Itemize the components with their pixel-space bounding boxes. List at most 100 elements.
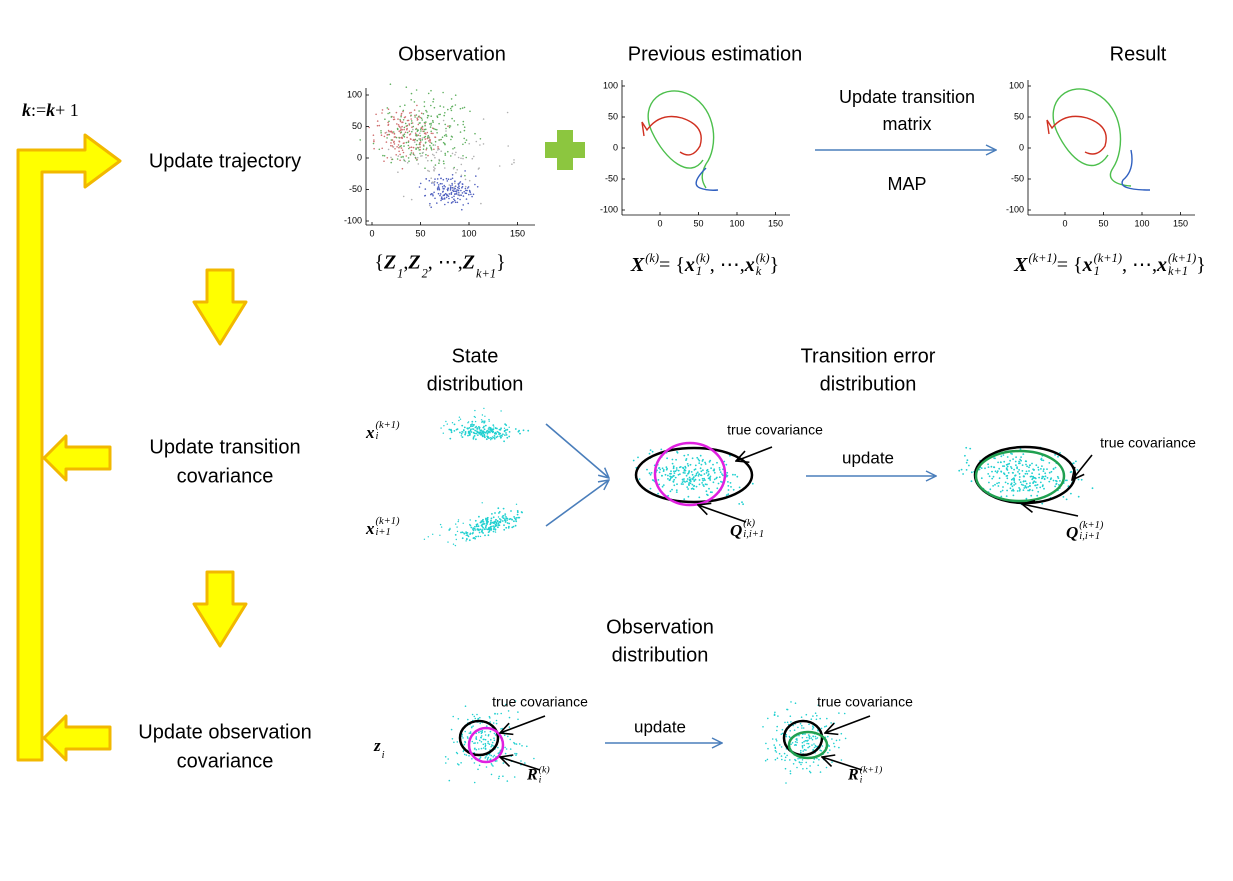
scatter-point xyxy=(420,117,423,119)
scatter-point xyxy=(391,145,394,147)
scatter-point xyxy=(440,150,443,152)
scatter-point xyxy=(462,195,465,197)
scatter-point xyxy=(392,131,395,133)
scatter-point xyxy=(384,118,386,120)
scatter-point xyxy=(1055,483,1058,485)
return-arrow xyxy=(42,434,112,482)
scatter-point xyxy=(493,426,495,428)
scatter-point xyxy=(464,178,467,181)
scatter-point xyxy=(419,182,422,185)
scatter-point xyxy=(469,523,471,526)
scatter-point xyxy=(427,536,429,538)
scatter-point xyxy=(511,526,514,529)
scatter-point xyxy=(464,431,467,433)
scatter-point xyxy=(462,429,465,432)
scatter-point xyxy=(722,474,724,477)
scatter-point xyxy=(460,762,462,764)
scatter-point xyxy=(830,722,832,724)
scatter-point xyxy=(381,112,383,114)
scatter-point xyxy=(430,132,433,135)
scatter-point xyxy=(1054,485,1056,488)
scatter-point xyxy=(438,158,441,161)
scatter-point xyxy=(444,186,446,188)
scatter-point xyxy=(476,525,478,528)
scatter-point xyxy=(479,528,482,531)
scatter-point xyxy=(1008,462,1011,465)
scatter-point xyxy=(447,125,449,127)
scatter-point xyxy=(458,185,460,188)
section-title: State xyxy=(452,345,499,367)
scatter-point xyxy=(799,761,801,764)
scatter-point xyxy=(459,193,461,196)
scatter-point xyxy=(811,738,814,741)
scatter-point xyxy=(459,431,461,434)
scatter-point xyxy=(432,121,434,123)
superscript: (k+1) xyxy=(1028,250,1057,265)
scatter-point xyxy=(470,431,473,433)
scatter-point xyxy=(405,141,408,144)
scatter-point xyxy=(440,526,443,528)
scatter-point xyxy=(775,738,777,740)
scatter-point xyxy=(398,150,400,153)
scatter-point xyxy=(716,487,719,490)
scatter-point xyxy=(433,184,436,186)
scatter-point xyxy=(691,473,694,476)
scatter-point xyxy=(433,148,435,151)
scatter-point xyxy=(450,431,453,434)
scatter-point xyxy=(429,144,431,147)
scatter-point xyxy=(423,145,425,147)
scatter-point xyxy=(396,123,398,125)
scatter-point xyxy=(490,754,493,757)
scatter-point xyxy=(476,434,479,436)
scatter-point xyxy=(410,111,412,114)
scatter-point xyxy=(780,733,783,735)
scatter-point xyxy=(505,517,507,520)
scatter-point xyxy=(402,151,405,154)
scatter-point xyxy=(482,523,485,525)
scatter-point xyxy=(797,726,799,729)
scatter-point xyxy=(399,153,401,156)
scatter-point xyxy=(414,156,417,159)
scatter-point xyxy=(666,457,668,460)
scatter-point xyxy=(448,126,451,129)
scatter-point xyxy=(515,754,517,756)
scatter-point xyxy=(669,477,672,480)
scatter-point xyxy=(825,725,828,727)
green-trajectory xyxy=(1052,88,1132,187)
scatter-point xyxy=(427,169,429,172)
scatter-point xyxy=(484,421,486,423)
scatter-point xyxy=(1046,477,1049,479)
scatter-point xyxy=(1025,497,1028,500)
scatter-point xyxy=(465,156,468,159)
math-symbol: Q xyxy=(1066,522,1079,542)
scatter-point xyxy=(479,521,482,524)
scatter-points xyxy=(359,83,1094,784)
scatter-point xyxy=(454,94,457,96)
scatter-point xyxy=(513,161,515,164)
scatter-point xyxy=(453,166,456,169)
scatter-point xyxy=(725,475,728,478)
scatter-point xyxy=(987,463,989,466)
scatter-point xyxy=(738,486,741,489)
scatter-point xyxy=(1032,475,1035,478)
scatter-point xyxy=(469,731,472,733)
math-symbol: , ⋯, xyxy=(709,254,745,276)
pointer-arrow xyxy=(1072,454,1093,480)
scatter-point xyxy=(445,127,447,130)
scatter-point xyxy=(424,188,427,190)
scatter-point xyxy=(818,758,820,761)
scatter-point xyxy=(509,748,512,750)
scatter-point xyxy=(486,518,489,521)
scatter-point xyxy=(681,481,684,483)
scatter-point xyxy=(404,104,406,106)
scatter-point xyxy=(475,140,478,143)
scatter-point xyxy=(460,157,462,160)
scatter-point xyxy=(440,199,442,202)
scatter-point xyxy=(992,485,994,487)
scatter-point xyxy=(515,520,518,523)
scatter-point xyxy=(1025,463,1027,466)
scatter-point xyxy=(1011,485,1014,488)
scatter-point xyxy=(671,462,674,465)
subscript: i xyxy=(375,431,379,442)
scatter-point xyxy=(794,741,797,743)
